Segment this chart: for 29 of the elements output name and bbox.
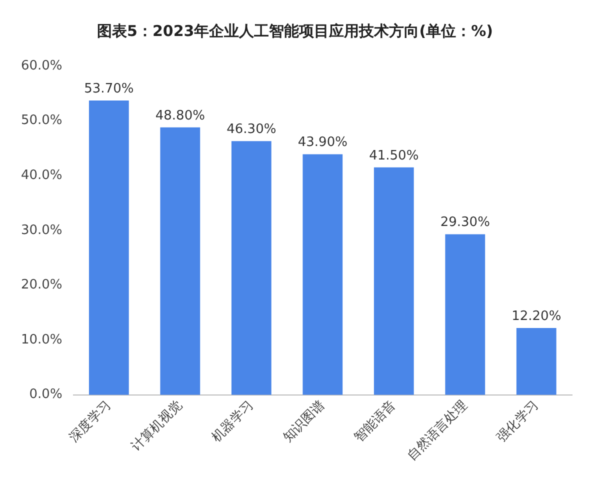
y-tick-label: 30.0% <box>20 222 62 238</box>
y-tick-label: 50.0% <box>20 113 62 128</box>
bar <box>445 234 486 395</box>
x-tick-label: 自然语言处理 <box>404 397 470 464</box>
chart-title: 图表5：2023年企业人工智能项目应用技术方向(单位：%) <box>97 22 493 40</box>
data-label: 41.50% <box>369 148 419 164</box>
bar <box>160 127 200 395</box>
bar <box>231 141 272 395</box>
data-label: 48.80% <box>155 108 205 124</box>
bar <box>374 167 414 395</box>
x-tick-label: 智能语音 <box>352 398 400 446</box>
y-tick-label: 60.0% <box>20 58 62 74</box>
data-label: 12.20% <box>512 308 562 324</box>
x-tick-label: 机器学习 <box>209 398 257 446</box>
bar <box>302 154 343 395</box>
y-tick-label: 40.0% <box>20 168 62 183</box>
data-label: 46.30% <box>226 122 276 137</box>
x-tick-label: 强化学习 <box>494 398 542 446</box>
x-tick-label: 知识图谱 <box>280 398 328 446</box>
y-tick-label: 10.0% <box>20 332 62 348</box>
data-label: 43.90% <box>298 135 348 150</box>
data-label: 53.70% <box>84 81 134 96</box>
y-tick-label: 0.0% <box>29 387 62 402</box>
bar <box>516 328 556 395</box>
y-tick-label: 20.0% <box>20 278 62 293</box>
bar <box>88 100 129 395</box>
data-label: 29.30% <box>440 215 490 230</box>
x-tick-label: 深度学习 <box>66 397 114 446</box>
x-tick-label: 计算机视觉 <box>128 398 186 455</box>
